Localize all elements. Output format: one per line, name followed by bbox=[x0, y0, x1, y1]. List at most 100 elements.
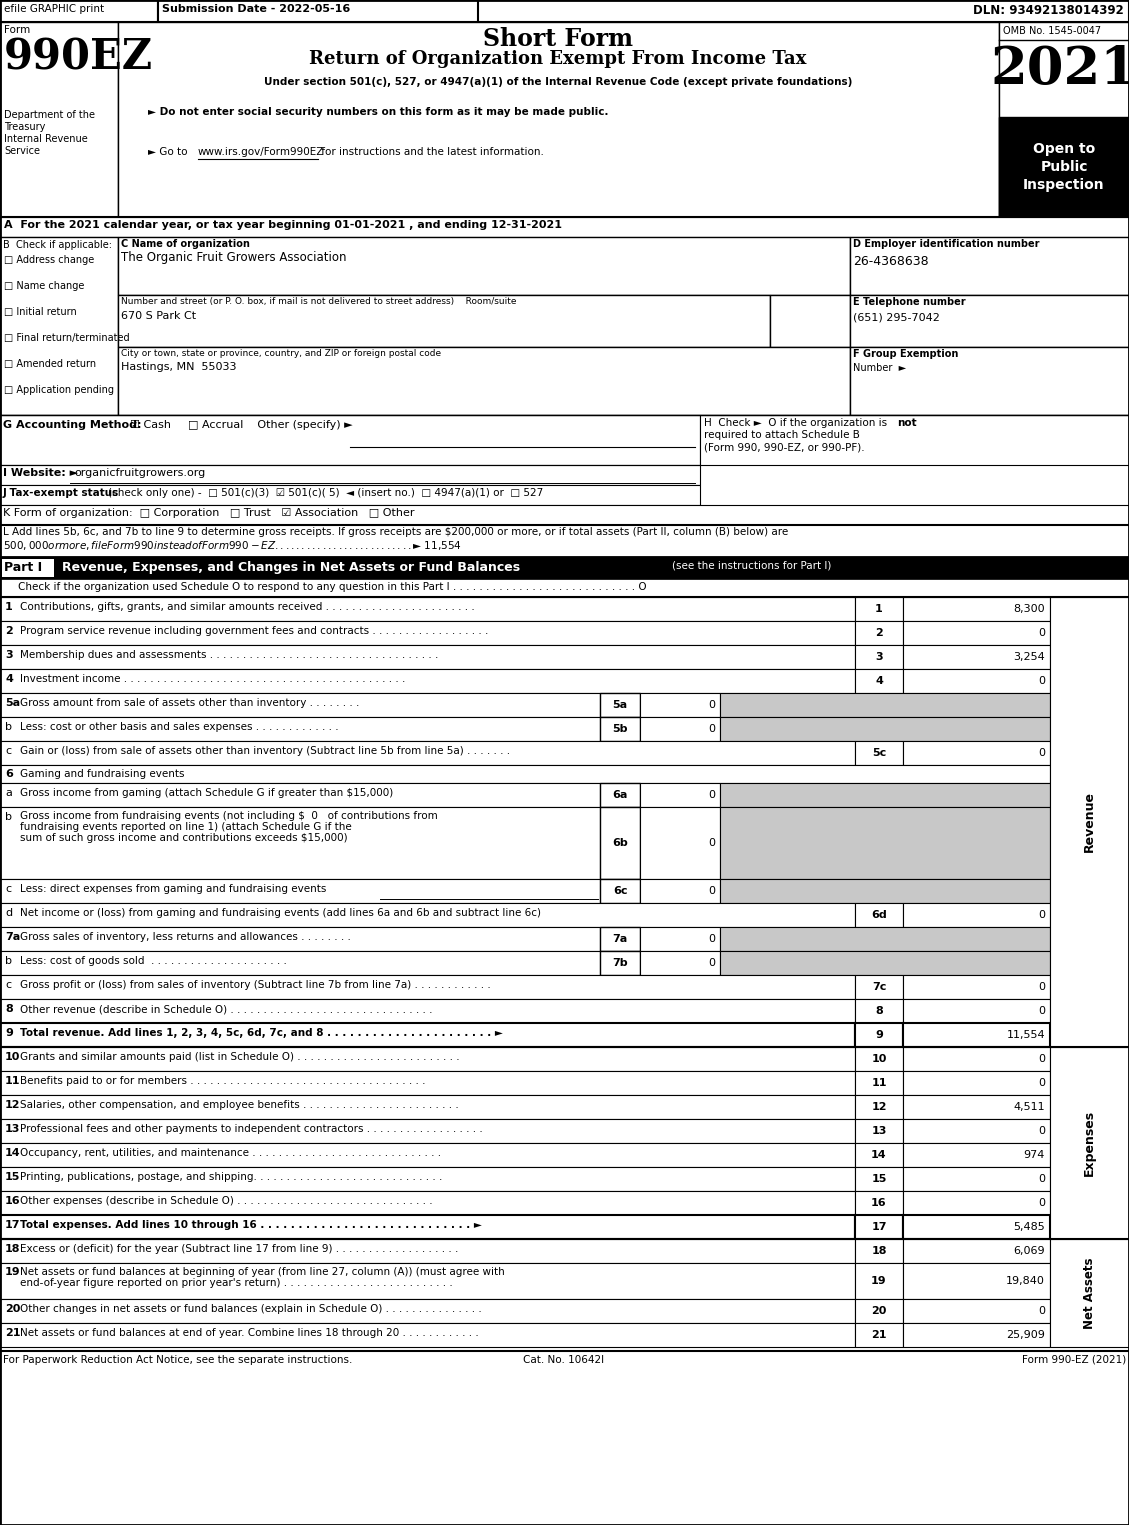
Bar bbox=[599, 927, 640, 952]
Text: 12: 12 bbox=[5, 1100, 20, 1110]
Text: efile GRAPHIC print: efile GRAPHIC print bbox=[5, 5, 104, 14]
Text: 0: 0 bbox=[1038, 676, 1045, 686]
Text: 16: 16 bbox=[5, 1196, 20, 1206]
Text: 14: 14 bbox=[872, 1150, 886, 1161]
Text: organicfruitgrowers.org: organicfruitgrowers.org bbox=[75, 468, 205, 477]
Bar bbox=[0, 669, 855, 692]
Text: 7c: 7c bbox=[872, 982, 886, 991]
Bar bbox=[158, 0, 478, 21]
Bar bbox=[855, 1144, 903, 1167]
Text: Short Form: Short Form bbox=[483, 27, 633, 50]
Bar bbox=[0, 903, 855, 927]
Bar bbox=[903, 1144, 1050, 1167]
Text: Grants and similar amounts paid (list in Schedule O) . . . . . . . . . . . . . .: Grants and similar amounts paid (list in… bbox=[20, 1052, 460, 1061]
Text: 0: 0 bbox=[1038, 982, 1045, 991]
Text: 13: 13 bbox=[5, 1124, 20, 1135]
Text: Other expenses (describe in Schedule O) . . . . . . . . . . . . . . . . . . . . : Other expenses (describe in Schedule O) … bbox=[20, 1196, 432, 1206]
Text: Total expenses. Add lines 10 through 16 . . . . . . . . . . . . . . . . . . . . : Total expenses. Add lines 10 through 16 … bbox=[20, 1220, 482, 1231]
Bar bbox=[855, 1071, 903, 1095]
Text: Revenue: Revenue bbox=[1083, 791, 1096, 852]
Text: □ Name change: □ Name change bbox=[5, 281, 85, 291]
Bar bbox=[903, 1299, 1050, 1324]
Bar bbox=[903, 1167, 1050, 1191]
Text: 5b: 5b bbox=[612, 724, 628, 734]
Bar bbox=[850, 294, 1129, 348]
Text: B  Check if applicable:: B Check if applicable: bbox=[3, 239, 112, 250]
Text: 21: 21 bbox=[872, 1330, 886, 1340]
Text: Less: direct expenses from gaming and fundraising events: Less: direct expenses from gaming and fu… bbox=[20, 884, 326, 894]
Text: Department of the: Department of the bbox=[5, 110, 95, 120]
Bar bbox=[700, 415, 1129, 465]
Bar bbox=[903, 621, 1050, 645]
Bar bbox=[1050, 1048, 1129, 1238]
Bar bbox=[0, 557, 1129, 580]
Bar bbox=[903, 1048, 1050, 1071]
Text: 0: 0 bbox=[1038, 628, 1045, 637]
Bar bbox=[850, 236, 1129, 294]
Text: 0: 0 bbox=[1038, 1305, 1045, 1316]
Text: E Telephone number: E Telephone number bbox=[854, 297, 965, 307]
Text: Excess or (deficit) for the year (Subtract line 17 from line 9) . . . . . . . . : Excess or (deficit) for the year (Subtra… bbox=[20, 1244, 458, 1254]
Text: 3,254: 3,254 bbox=[1013, 653, 1045, 662]
Text: 0: 0 bbox=[1038, 747, 1045, 758]
Text: Net income or (loss) from gaming and fundraising events (add lines 6a and 6b and: Net income or (loss) from gaming and fun… bbox=[20, 907, 541, 918]
Text: 12: 12 bbox=[872, 1103, 886, 1112]
Text: D Employer identification number: D Employer identification number bbox=[854, 239, 1040, 249]
Text: end-of-year figure reported on prior year's return) . . . . . . . . . . . . . . : end-of-year figure reported on prior yea… bbox=[20, 1278, 453, 1289]
Text: Check if the organization used Schedule O to respond to any question in this Par: Check if the organization used Schedule … bbox=[18, 583, 647, 592]
Text: 1: 1 bbox=[5, 602, 12, 612]
Text: K Form of organization:  □ Corporation   □ Trust   ☑ Association   □ Other: K Form of organization: □ Corporation □ … bbox=[3, 508, 414, 518]
Text: (check only one) -  □ 501(c)(3)  ☑ 501(c)( 5)  ◄ (insert no.)  □ 4947(a)(1) or  : (check only one) - □ 501(c)(3) ☑ 501(c)(… bbox=[108, 488, 543, 499]
Text: Form 990-EZ (2021): Form 990-EZ (2021) bbox=[1022, 1356, 1126, 1365]
Bar bbox=[903, 645, 1050, 669]
Bar bbox=[640, 878, 720, 903]
Text: 16: 16 bbox=[872, 1199, 886, 1208]
Bar bbox=[0, 782, 599, 807]
Text: b: b bbox=[5, 811, 12, 822]
Bar bbox=[770, 294, 850, 348]
Bar bbox=[0, 236, 119, 415]
Text: $500,000 or more, file Form 990 instead of Form 990-EZ . . . . . . . . . . . . .: $500,000 or more, file Form 990 instead … bbox=[3, 538, 462, 552]
Text: 15: 15 bbox=[872, 1174, 886, 1183]
Bar bbox=[599, 782, 640, 807]
Text: 0: 0 bbox=[708, 790, 715, 801]
Bar bbox=[903, 669, 1050, 692]
Text: 5c: 5c bbox=[872, 747, 886, 758]
Bar bbox=[0, 645, 855, 669]
Text: 4,511: 4,511 bbox=[1014, 1103, 1045, 1112]
Text: fundraising events reported on line 1) (attach Schedule G if the: fundraising events reported on line 1) (… bbox=[20, 822, 352, 833]
Text: 3: 3 bbox=[875, 653, 883, 662]
Bar bbox=[0, 717, 599, 741]
Text: 0: 0 bbox=[1038, 1006, 1045, 1016]
Text: L Add lines 5b, 6c, and 7b to line 9 to determine gross receipts. If gross recei: L Add lines 5b, 6c, and 7b to line 9 to … bbox=[3, 528, 788, 537]
Bar bbox=[903, 999, 1050, 1023]
Text: 26-4368638: 26-4368638 bbox=[854, 255, 929, 268]
Bar bbox=[0, 878, 599, 903]
Bar bbox=[0, 1048, 855, 1071]
Text: OMB No. 1545-0047: OMB No. 1545-0047 bbox=[1003, 26, 1101, 37]
Text: 11: 11 bbox=[872, 1078, 886, 1087]
Bar bbox=[720, 717, 1050, 741]
Bar bbox=[999, 117, 1129, 217]
Bar bbox=[640, 717, 720, 741]
Text: 15: 15 bbox=[5, 1173, 20, 1182]
Text: a: a bbox=[5, 788, 12, 798]
Text: 0: 0 bbox=[1038, 910, 1045, 920]
Bar bbox=[720, 692, 1050, 717]
Bar bbox=[599, 878, 640, 903]
Bar bbox=[855, 741, 903, 766]
Text: G Accounting Method:: G Accounting Method: bbox=[3, 419, 141, 430]
Bar bbox=[1050, 1238, 1129, 1347]
Bar bbox=[640, 927, 720, 952]
Text: F Group Exemption: F Group Exemption bbox=[854, 349, 959, 358]
Bar bbox=[0, 741, 855, 766]
Bar bbox=[720, 807, 1050, 878]
Text: 19: 19 bbox=[5, 1267, 20, 1276]
Text: 6,069: 6,069 bbox=[1014, 1246, 1045, 1257]
Bar bbox=[720, 782, 1050, 807]
Text: 0: 0 bbox=[1038, 1078, 1045, 1087]
Bar bbox=[855, 1238, 903, 1263]
Bar bbox=[0, 1071, 855, 1095]
Text: 5a: 5a bbox=[5, 698, 20, 708]
Bar bbox=[0, 505, 1129, 525]
